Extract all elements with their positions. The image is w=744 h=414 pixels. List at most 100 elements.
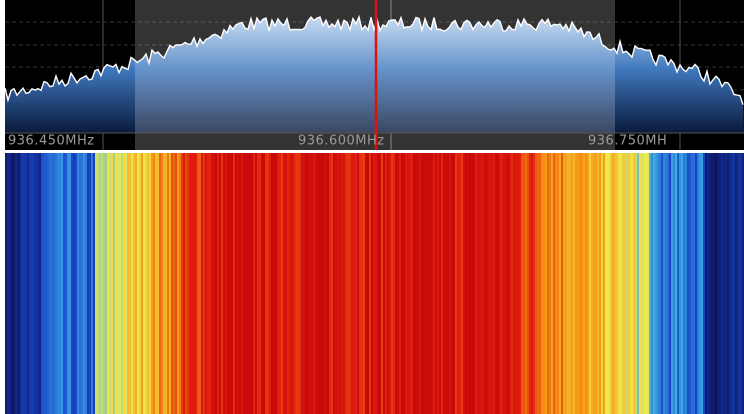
- waterfall-column: [11, 153, 13, 414]
- waterfall-column: [377, 153, 379, 414]
- waterfall-column: [725, 153, 727, 414]
- sdr-window: 936.450MHz 936.600MHz 936.750MH: [0, 0, 744, 414]
- waterfall-column: [285, 153, 287, 414]
- waterfall-column: [655, 153, 657, 414]
- waterfall-column: [269, 153, 271, 414]
- waterfall-column: [591, 153, 593, 414]
- waterfall-column: [53, 153, 55, 414]
- waterfall-column: [731, 153, 733, 414]
- waterfall-column: [99, 153, 101, 414]
- waterfall-column: [121, 153, 123, 414]
- waterfall-column: [161, 153, 163, 414]
- waterfall-column: [413, 153, 415, 414]
- waterfall-column: [557, 153, 559, 414]
- waterfall-column: [349, 153, 351, 414]
- waterfall-column: [311, 153, 313, 414]
- waterfall-column: [653, 153, 655, 414]
- waterfall-column: [439, 153, 441, 414]
- waterfall-column: [491, 153, 493, 414]
- waterfall-column: [133, 153, 135, 414]
- waterfall-column: [665, 153, 667, 414]
- waterfall-column: [281, 153, 283, 414]
- waterfall-column: [341, 153, 343, 414]
- waterfall-column: [151, 153, 153, 414]
- waterfall-column: [243, 153, 245, 414]
- waterfall-column: [493, 153, 495, 414]
- waterfall-column: [607, 153, 609, 414]
- waterfall-column: [75, 153, 77, 414]
- waterfall-column: [69, 153, 71, 414]
- waterfall-column: [275, 153, 277, 414]
- waterfall-column: [249, 153, 251, 414]
- waterfall-column: [663, 153, 665, 414]
- waterfall-column: [535, 153, 537, 414]
- waterfall-column: [577, 153, 579, 414]
- waterfall-column: [35, 153, 37, 414]
- waterfall-column: [605, 153, 607, 414]
- waterfall-column: [109, 153, 111, 414]
- waterfall-column: [5, 153, 7, 414]
- waterfall-column: [103, 153, 105, 414]
- waterfall-column: [17, 153, 19, 414]
- waterfall-column: [541, 153, 543, 414]
- waterfall-column: [609, 153, 611, 414]
- waterfall-column: [15, 153, 17, 414]
- waterfall-column: [461, 153, 463, 414]
- waterfall-column: [301, 153, 303, 414]
- waterfall-column: [437, 153, 439, 414]
- waterfall-column: [571, 153, 573, 414]
- waterfall-column: [119, 153, 121, 414]
- waterfall-column: [123, 153, 125, 414]
- waterfall-column: [369, 153, 371, 414]
- waterfall-column: [171, 153, 173, 414]
- waterfall-column: [101, 153, 103, 414]
- waterfall-column: [59, 153, 61, 414]
- waterfall-column: [351, 153, 353, 414]
- waterfall-column: [153, 153, 155, 414]
- waterfall-column: [519, 153, 521, 414]
- waterfall-column: [415, 153, 417, 414]
- waterfall-column: [115, 153, 117, 414]
- waterfall-column: [77, 153, 79, 414]
- waterfall-column: [687, 153, 689, 414]
- waterfall-column: [217, 153, 219, 414]
- waterfall-column: [487, 153, 489, 414]
- waterfall-column: [209, 153, 211, 414]
- waterfall-column: [569, 153, 571, 414]
- waterfall-column: [433, 153, 435, 414]
- waterfall-column: [359, 153, 361, 414]
- waterfall-column: [173, 153, 175, 414]
- waterfall-column: [227, 153, 229, 414]
- waterfall-column: [293, 153, 295, 414]
- waterfall-column: [235, 153, 237, 414]
- waterfall-column: [573, 153, 575, 414]
- waterfall-column: [693, 153, 695, 414]
- waterfall-column: [587, 153, 589, 414]
- waterfall-column: [185, 153, 187, 414]
- waterfall-column: [29, 153, 31, 414]
- waterfall-column: [539, 153, 541, 414]
- waterfall-column: [83, 153, 85, 414]
- waterfall-column: [601, 153, 603, 414]
- waterfall-column: [225, 153, 227, 414]
- waterfall-column: [71, 153, 73, 414]
- waterfall-column: [553, 153, 555, 414]
- waterfall-column: [361, 153, 363, 414]
- waterfall-column: [617, 153, 619, 414]
- waterfall-column: [231, 153, 233, 414]
- waterfall-column: [383, 153, 385, 414]
- waterfall-column: [629, 153, 631, 414]
- waterfall-column: [599, 153, 601, 414]
- waterfall-column: [189, 153, 191, 414]
- waterfall-column: [593, 153, 595, 414]
- waterfall-column: [141, 153, 143, 414]
- waterfall-column: [581, 153, 583, 414]
- waterfall-column: [679, 153, 681, 414]
- waterfall-column: [33, 153, 35, 414]
- waterfall-column: [403, 153, 405, 414]
- waterfall-column: [343, 153, 345, 414]
- waterfall-column: [423, 153, 425, 414]
- waterfall-column: [9, 153, 11, 414]
- waterfall-column: [363, 153, 365, 414]
- waterfall-column: [463, 153, 465, 414]
